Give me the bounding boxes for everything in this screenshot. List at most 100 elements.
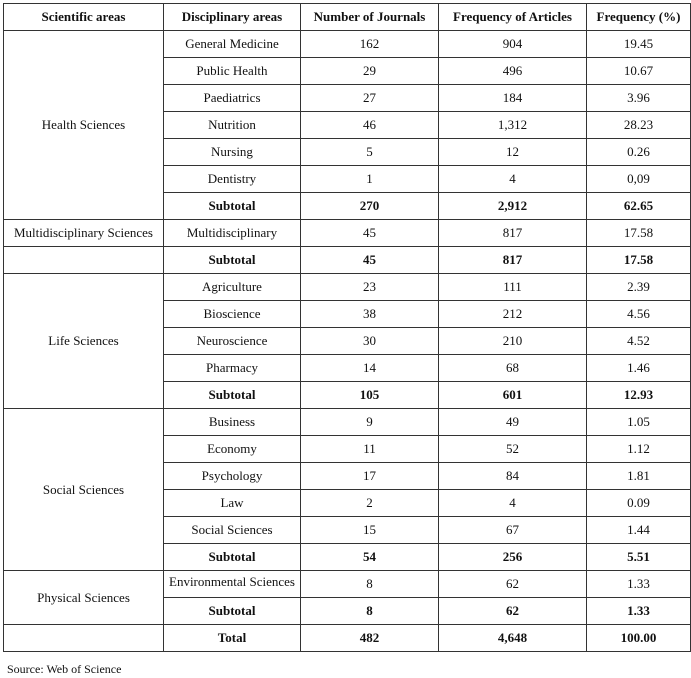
empty-cell — [3, 246, 164, 274]
subtotal-row: Subtotal 45 817 17.58 — [3, 246, 691, 274]
journal-count: 17 — [300, 462, 439, 490]
frequency-percent: 2.39 — [586, 273, 691, 301]
journals-table: Scientific areas Disciplinary areas Number… — [3, 3, 691, 652]
empty-cell — [3, 624, 164, 652]
frequency-percent: 62.65 — [586, 192, 691, 220]
frequency-percent: 1.33 — [586, 570, 691, 598]
table-row: Social Sciences Business 9 49 1.05 — [3, 408, 691, 571]
table-row: Nutrition 46 1,312 28.23 — [4, 111, 691, 139]
subtotal-row: Subtotal 270 2,912 62.65 — [4, 192, 691, 220]
article-frequency: 84 — [438, 462, 587, 490]
journal-count: 23 — [300, 273, 439, 301]
article-frequency: 111 — [438, 273, 587, 301]
disciplinary-area: Bioscience — [163, 300, 301, 328]
frequency-percent: 28.23 — [586, 111, 691, 139]
journal-count: 15 — [300, 516, 439, 544]
column-header: Frequency of Articles — [438, 3, 587, 31]
article-frequency: 212 — [438, 300, 587, 328]
journal-count: 1 — [300, 165, 439, 193]
table-row: Law 2 4 0.09 — [4, 489, 691, 517]
article-frequency: 62 — [438, 570, 587, 598]
journal-count: 54 — [300, 543, 439, 571]
disciplinary-area: Law — [163, 489, 301, 517]
total-label: Total — [163, 624, 301, 652]
journal-count: 8 — [300, 570, 439, 598]
disciplinary-area: Neuroscience — [163, 327, 301, 355]
article-frequency: 904 — [438, 30, 587, 58]
article-frequency: 4,648 — [438, 624, 587, 652]
disciplinary-area: Environmental Sciences — [163, 570, 301, 598]
frequency-percent: 5.51 — [586, 543, 691, 571]
subtotal-label: Subtotal — [163, 192, 301, 220]
subtotal-label: Subtotal — [163, 246, 301, 274]
subtotal-row: Subtotal 54 256 5.51 — [4, 543, 691, 571]
journal-count: 270 — [300, 192, 439, 220]
article-frequency: 496 — [438, 57, 587, 85]
frequency-percent: 1.33 — [586, 597, 691, 625]
disciplinary-area: Nutrition — [163, 111, 301, 139]
journal-count: 14 — [300, 354, 439, 382]
scientific-area: Social Sciences — [3, 408, 164, 571]
journal-count: 29 — [300, 57, 439, 85]
article-frequency: 184 — [438, 84, 587, 112]
article-frequency: 67 — [438, 516, 587, 544]
total-row: Total 482 4,648 100.00 — [3, 624, 691, 652]
journal-count: 46 — [300, 111, 439, 139]
scientific-area: Health Sciences — [3, 30, 164, 220]
frequency-percent: 17.58 — [586, 219, 691, 247]
frequency-percent: 3.96 — [586, 84, 691, 112]
column-header: Frequency (%) — [586, 3, 691, 31]
subtotal-row: Subtotal 8 62 1.33 — [4, 597, 691, 625]
frequency-percent: 4.56 — [586, 300, 691, 328]
source-note: Source: Web of Science — [7, 662, 122, 676]
disciplinary-area: Dentistry — [163, 165, 301, 193]
disciplinary-area: General Medicine — [163, 30, 301, 58]
journal-count: 8 — [300, 597, 439, 625]
scientific-area: Multidisciplinary Sciences — [3, 219, 164, 247]
journal-count: 5 — [300, 138, 439, 166]
frequency-percent: 17.58 — [586, 246, 691, 274]
frequency-percent: 100.00 — [586, 624, 691, 652]
disciplinary-area: Agriculture — [163, 273, 301, 301]
frequency-percent: 1.46 — [586, 354, 691, 382]
frequency-percent: 4.52 — [586, 327, 691, 355]
table-row: Dentistry 1 4 0,09 — [4, 165, 691, 193]
journal-count: 105 — [300, 381, 439, 409]
frequency-percent: 0.26 — [586, 138, 691, 166]
frequency-percent: 10.67 — [586, 57, 691, 85]
article-frequency: 2,912 — [438, 192, 587, 220]
scientific-area: Physical Sciences — [3, 570, 164, 625]
table-row: Multidisciplinary Sciences Multidisciplin… — [3, 219, 691, 247]
article-frequency: 256 — [438, 543, 587, 571]
frequency-percent: 19.45 — [586, 30, 691, 58]
header-row: Scientific areas Disciplinary areas Number… — [3, 3, 691, 31]
disciplinary-area: Nursing — [163, 138, 301, 166]
subtotal-label: Subtotal — [163, 597, 301, 625]
article-frequency: 12 — [438, 138, 587, 166]
subtotal-label: Subtotal — [163, 381, 301, 409]
column-header: Disciplinary areas — [163, 3, 301, 31]
frequency-percent: 0.09 — [586, 489, 691, 517]
article-frequency: 52 — [438, 435, 587, 463]
journal-count: 11 — [300, 435, 439, 463]
journal-count: 482 — [300, 624, 439, 652]
disciplinary-area: Paediatrics — [163, 84, 301, 112]
table-row: Physical Sciences Environmental Sciences 8… — [3, 570, 691, 625]
scientific-area: Life Sciences — [3, 273, 164, 409]
article-frequency: 4 — [438, 165, 587, 193]
subtotal-row: Subtotal 105 601 12.93 — [4, 381, 691, 409]
article-frequency: 817 — [438, 246, 587, 274]
frequency-percent: 1.12 — [586, 435, 691, 463]
journal-count: 27 — [300, 84, 439, 112]
disciplinary-area: Social Sciences — [163, 516, 301, 544]
article-frequency: 49 — [438, 408, 587, 436]
column-header: Scientific areas — [3, 3, 164, 31]
article-frequency: 817 — [438, 219, 587, 247]
frequency-percent: 1.44 — [586, 516, 691, 544]
article-frequency: 4 — [438, 489, 587, 517]
frequency-percent: 12.93 — [586, 381, 691, 409]
journal-count: 162 — [300, 30, 439, 58]
subtotal-label: Subtotal — [163, 543, 301, 571]
table-row: Life Sciences Agriculture 23 111 2.39 — [3, 273, 691, 409]
table-row: Paediatrics 27 184 3.96 — [4, 84, 691, 112]
